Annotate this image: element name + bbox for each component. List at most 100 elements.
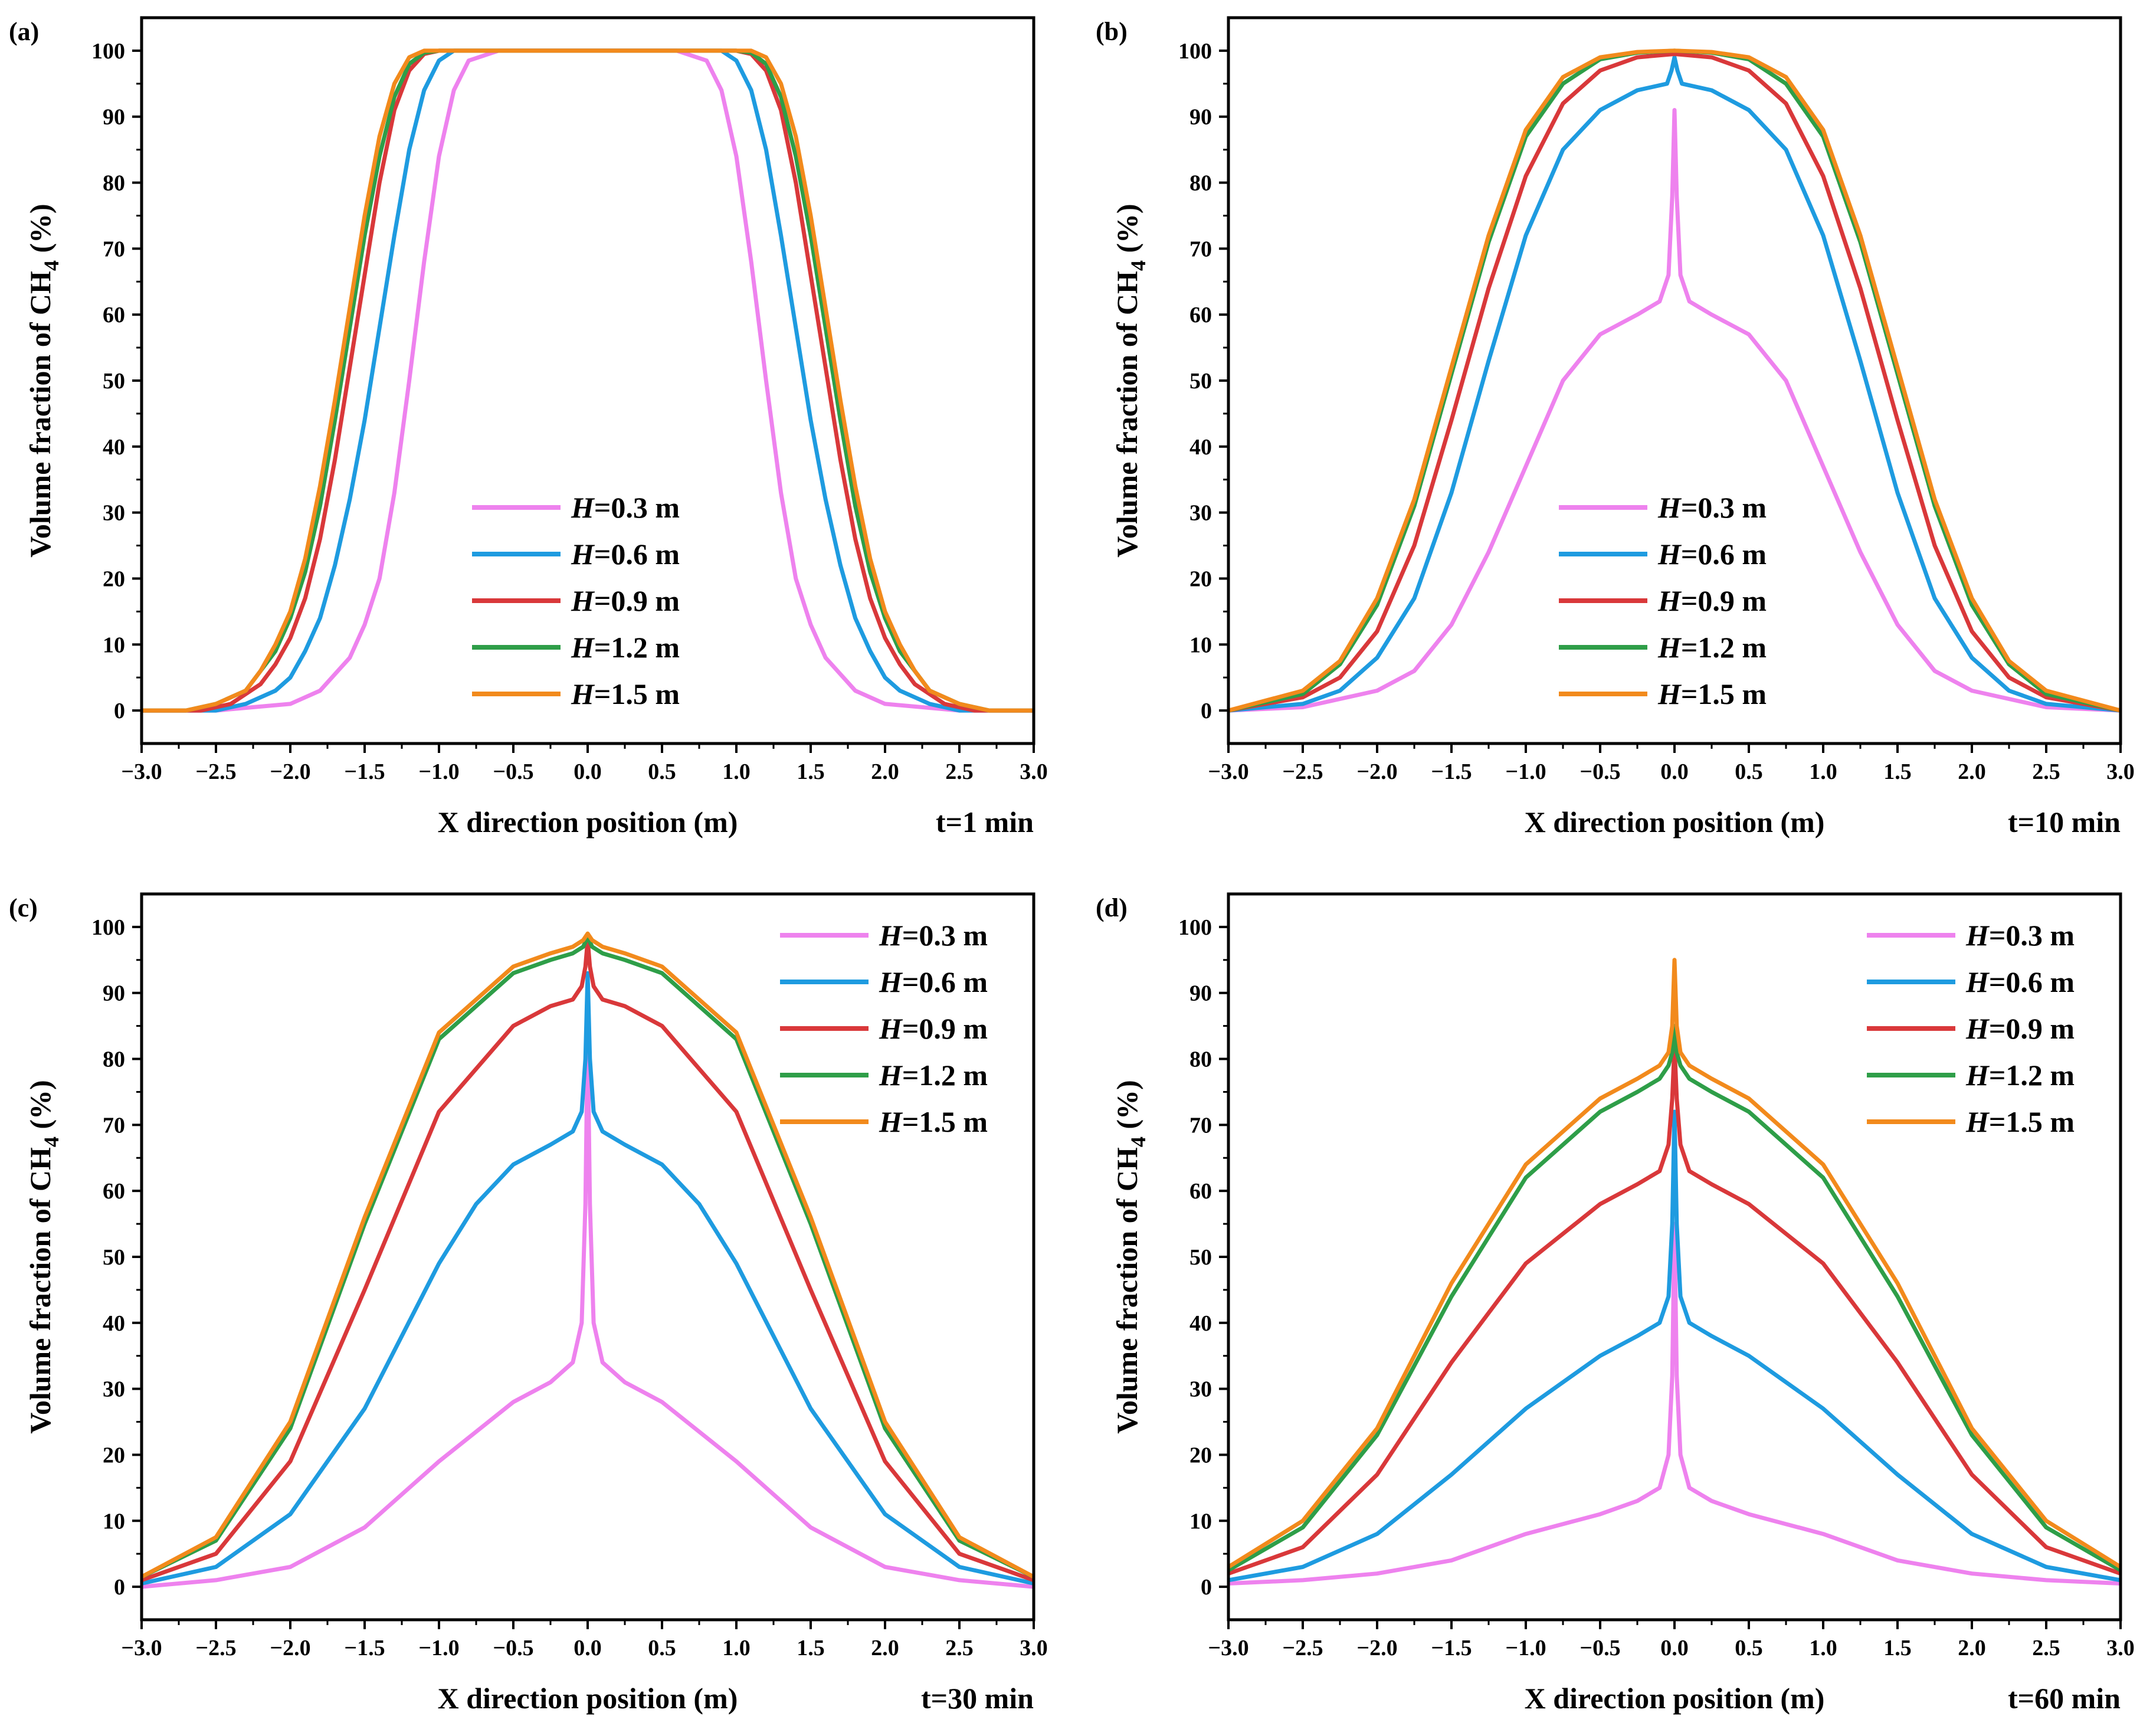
legend-label: H=0.9 m (571, 584, 680, 617)
panel-b: −3.0 −2.5 −2.0 −1.5 −1.0 −0.5 0.0 0.5 1.0 1.5 2.0 2… (1096, 16, 2135, 838)
y-axis-label: Volume fraction of CH4 (%) (24, 204, 63, 557)
legend: H=0.3 m H=0.6 m H=0.9 m H=1.2 m H=1.5 m (780, 919, 988, 1138)
y-tick-label: 30 (1189, 1377, 1212, 1402)
x-tick-label: 3.0 (2106, 1636, 2135, 1660)
x-tick-label: −2.5 (195, 1636, 236, 1660)
x-tick-label: −1.0 (1505, 1636, 1546, 1660)
y-tick-label: 80 (1189, 171, 1212, 196)
x-tick-label: 0.5 (1735, 1636, 1763, 1660)
y-tick-label: 0 (1201, 1575, 1212, 1600)
y-tick-label: 80 (103, 1047, 125, 1072)
panel-d: −3.0 −2.5 −2.0 −1.5 −1.0 −0.5 0.0 0.5 1.0 1.5 2.0 2… (1096, 892, 2135, 1715)
legend-label: H=0.3 m (1965, 919, 2075, 952)
x-tick-label: 2.5 (945, 1636, 974, 1660)
legend-label: H=0.6 m (879, 965, 988, 998)
x-tick-label: 2.0 (871, 1636, 899, 1660)
y-tick-label: 90 (103, 105, 125, 130)
x-tick-label: 2.5 (2032, 759, 2060, 784)
curves (142, 931, 1034, 1589)
x-axis-label: X direction position (m) (1525, 805, 1825, 838)
y-tick-label: 70 (103, 237, 125, 261)
series-line-0.3 (1228, 1221, 2121, 1586)
y-tick-label: 70 (1189, 1113, 1212, 1138)
x-tick-label: −3.0 (121, 1636, 162, 1660)
y-tick-label: 10 (1189, 1509, 1212, 1534)
legend-label: H=0.3 m (571, 491, 680, 524)
x-tick-label: 2.0 (1958, 759, 1986, 784)
x-tick-label: 0.5 (648, 1636, 676, 1660)
x-tick-label: 1.5 (1883, 1636, 1912, 1660)
x-tick-label: 2.5 (945, 759, 974, 784)
y-tick-label: 100 (91, 915, 125, 940)
y-tick-label: 10 (103, 633, 125, 657)
legend-label: H=0.9 m (1965, 1012, 2075, 1045)
x-tick-label: 1.5 (797, 759, 825, 784)
y-tick-label: 60 (1189, 303, 1212, 327)
panel-label: (c) (9, 893, 38, 922)
x-tick-label: −3.0 (121, 759, 162, 784)
y-tick-label: 80 (1189, 1047, 1212, 1072)
x-tick-label: −2.0 (270, 759, 310, 784)
y-tick-label: 40 (103, 1311, 125, 1336)
y-tick-label: 60 (1189, 1179, 1212, 1204)
legend: H=0.3 m H=0.6 m H=0.9 m H=1.2 m H=1.5 m (472, 491, 680, 710)
y-tick-label: 100 (1178, 915, 1212, 940)
legend-label: H=0.6 m (1965, 965, 2075, 998)
y-tick-label: 50 (1189, 369, 1212, 394)
x-tick-label: −0.5 (1579, 1636, 1620, 1660)
y-tick-label: 0 (114, 699, 125, 723)
x-tick-label: 0.0 (1660, 1636, 1689, 1660)
x-tick-label: 0.5 (648, 759, 676, 784)
x-axis-label: X direction position (m) (438, 1682, 738, 1715)
panel-label: (a) (9, 17, 39, 46)
y-tick-label: 50 (1189, 1245, 1212, 1270)
x-tick-label: 1.0 (722, 759, 751, 784)
y-tick-label: 70 (103, 1113, 125, 1138)
legend-label: H=0.3 m (1657, 491, 1767, 524)
x-tick-label: −1.0 (418, 1636, 459, 1660)
y-tick-label: 100 (1178, 39, 1212, 64)
y-axis-label: Volume fraction of CH4 (%) (1110, 204, 1150, 557)
curves (142, 48, 1034, 713)
time-label: t=30 min (921, 1682, 1034, 1715)
x-tick-label: 3.0 (1020, 759, 1048, 784)
legend-label: H=0.9 m (879, 1012, 988, 1045)
legend: H=0.3 m H=0.6 m H=0.9 m H=1.2 m H=1.5 m (1559, 491, 1767, 710)
y-tick-label: 70 (1189, 237, 1212, 261)
x-tick-label: −2.5 (195, 759, 236, 784)
x-tick-label: 1.5 (1883, 759, 1912, 784)
x-tick-label: −2.0 (1356, 1636, 1397, 1660)
x-tick-label: 0.0 (1660, 759, 1689, 784)
y-tick-label: 20 (103, 1443, 125, 1468)
time-label: t=60 min (2008, 1682, 2121, 1715)
x-tick-label: 1.0 (1809, 1636, 1837, 1660)
series-line-1.5 (142, 931, 1034, 1579)
legend-label: H=0.6 m (571, 538, 680, 571)
x-tick-label: 2.0 (871, 759, 899, 784)
y-tick-label: 0 (114, 1575, 125, 1600)
x-tick-label: −0.5 (1579, 759, 1620, 784)
x-tick-label: −1.5 (1431, 1636, 1472, 1660)
y-tick-label: 40 (103, 435, 125, 460)
x-tick-label: 2.0 (1958, 1636, 1986, 1660)
y-tick-label: 20 (1189, 1443, 1212, 1468)
x-tick-label: −1.0 (1505, 759, 1546, 784)
x-tick-label: −2.0 (270, 1636, 310, 1660)
x-tick-label: −1.5 (1431, 759, 1472, 784)
y-tick-label: 50 (103, 369, 125, 394)
x-tick-label: −2.0 (1356, 759, 1397, 784)
y-tick-label: 40 (1189, 435, 1212, 460)
x-tick-label: 1.5 (797, 1636, 825, 1660)
legend-label: H=1.5 m (1657, 677, 1767, 710)
series-line-0.9 (1228, 52, 2121, 713)
series-line-0.6 (1228, 55, 2121, 713)
time-label: t=1 min (936, 805, 1034, 838)
legend-label: H=0.9 m (1657, 584, 1767, 617)
y-axis-label: Volume fraction of CH4 (%) (1110, 1080, 1150, 1433)
y-tick-label: 10 (103, 1509, 125, 1534)
x-tick-label: 1.0 (1809, 759, 1837, 784)
y-tick-label: 30 (103, 501, 125, 526)
legend: H=0.3 m H=0.6 m H=0.9 m H=1.2 m H=1.5 m (1867, 919, 2075, 1138)
curves (1228, 958, 2121, 1586)
y-tick-label: 30 (1189, 501, 1212, 526)
